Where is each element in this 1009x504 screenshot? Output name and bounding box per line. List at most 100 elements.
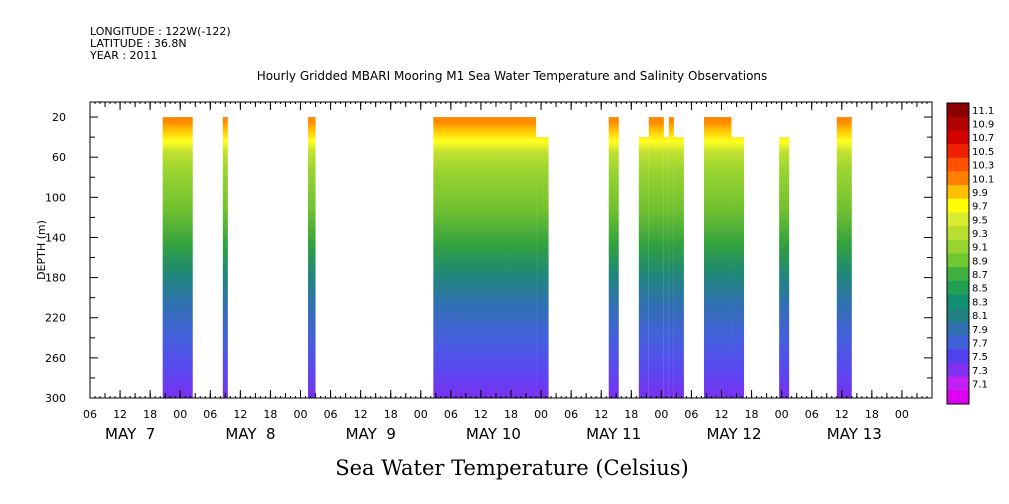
- colorbar-label: 9.9: [972, 188, 988, 199]
- x-tick-label: 00: [173, 408, 187, 421]
- x-tick-label: 18: [504, 408, 518, 421]
- y-tick-label: 220: [45, 312, 66, 325]
- colorbar-label: 8.9: [972, 256, 988, 267]
- x-tick-label: 12: [715, 408, 729, 421]
- x-day-label: MAY 8: [225, 425, 275, 443]
- colorbar-swatch: [947, 308, 969, 323]
- data-column-12: [731, 137, 745, 398]
- x-tick-label: 18: [384, 408, 398, 421]
- x-day-label: MAY 9: [346, 425, 396, 443]
- colorbar-label: 10.3: [972, 161, 994, 172]
- data-column-10: [673, 137, 684, 398]
- colorbar-swatch: [947, 267, 969, 282]
- longitude-label: LONGITUDE : 122W(-122): [90, 25, 231, 38]
- colorbar-label: 7.3: [972, 366, 988, 377]
- x-tick-label: 12: [835, 408, 849, 421]
- colorbar-swatch: [947, 171, 969, 186]
- colorbar-label: 7.5: [972, 352, 988, 363]
- y-tick-label: 260: [45, 352, 66, 365]
- x-tick-label: 06: [324, 408, 338, 421]
- x-tick-label: 06: [203, 408, 217, 421]
- data-column-8: [663, 137, 669, 398]
- x-tick-label: 18: [624, 408, 638, 421]
- colorbar-label: 9.3: [972, 229, 988, 240]
- data-column-11: [703, 117, 732, 399]
- x-tick-label: 00: [534, 408, 548, 421]
- x-tick-label: 18: [143, 408, 157, 421]
- colorbar-label: 9.7: [972, 202, 988, 213]
- colorbar-swatch: [947, 349, 969, 364]
- colorbar-label: 8.3: [972, 297, 988, 308]
- colorbar-label: 8.7: [972, 270, 988, 281]
- colorbar-label: 10.7: [972, 133, 994, 144]
- colorbar-label: 10.1: [972, 174, 994, 185]
- colorbar-swatch: [947, 335, 969, 350]
- x-tick-label: 06: [805, 408, 819, 421]
- colorbar-label: 8.1: [972, 311, 988, 322]
- y-tick-label: 60: [52, 151, 66, 164]
- y-tick-label: 20: [52, 111, 66, 124]
- colorbar-label: 9.5: [972, 215, 988, 226]
- x-tick-label: 00: [775, 408, 789, 421]
- colorbar-swatch: [947, 157, 969, 172]
- data-column-0: [162, 117, 193, 399]
- x-tick-label: 06: [684, 408, 698, 421]
- latitude-label: LATITUDE : 36.8N: [90, 37, 187, 50]
- colorbar-label: 10.9: [972, 120, 994, 131]
- x-axis-label: Sea Water Temperature (Celsius): [335, 456, 689, 480]
- x-tick-label: 00: [654, 408, 668, 421]
- colorbar-swatch: [947, 376, 969, 391]
- data-column-2: [308, 117, 316, 399]
- colorbar-swatch: [947, 226, 969, 241]
- colorbar-label: 7.1: [972, 379, 988, 390]
- colorbar-swatch: [947, 103, 969, 118]
- x-tick-label: 06: [83, 408, 97, 421]
- colorbar-swatch: [947, 390, 969, 405]
- colorbar: 11.1 10.9 10.7 10.5 10.3 10.1 9.9 9.7 9.5 9.3 9.1 8…: [946, 102, 994, 405]
- y-axis-label: DEPTH (m): [35, 220, 48, 280]
- y-tick-label: 100: [45, 191, 66, 204]
- data-column-13: [779, 137, 790, 398]
- data-column-6: [638, 137, 649, 398]
- data-column-7: [648, 117, 664, 399]
- x-tick-label: 00: [895, 408, 909, 421]
- colorbar-label: 10.5: [972, 147, 994, 158]
- x-day-label: MAY 12: [706, 425, 761, 443]
- y-tick-label: 300: [45, 392, 66, 405]
- colorbar-frame: [946, 102, 970, 405]
- colorbar-swatch: [947, 144, 969, 159]
- plot-area: [162, 117, 852, 399]
- y-tick-label: 140: [45, 231, 66, 244]
- colorbar-label: 9.1: [972, 243, 988, 254]
- colorbar-swatch: [947, 280, 969, 296]
- colorbar-swatch: [947, 239, 969, 254]
- colorbar-swatch: [947, 294, 969, 309]
- x-day-label: MAY 11: [586, 425, 641, 443]
- x-tick-label: 12: [354, 408, 368, 421]
- colorbar-label: 11.1: [972, 106, 994, 117]
- x-tick-label: 06: [564, 408, 578, 421]
- colorbar-label: 8.5: [972, 284, 988, 295]
- x-day-label: MAY 10: [466, 425, 521, 443]
- x-tick-label: 12: [474, 408, 488, 421]
- y-axis: 20 60 100 140 180 220 260 300: [45, 111, 932, 405]
- x-tick-label: 12: [113, 408, 127, 421]
- colorbar-swatch: [947, 198, 969, 213]
- colorbar-swatch: [947, 185, 969, 200]
- colorbar-swatch: [947, 212, 969, 227]
- colorbar-label: 7.7: [972, 338, 988, 349]
- x-tick-label: 12: [594, 408, 608, 421]
- colorbar-swatch: [947, 362, 969, 378]
- data-column-5: [608, 117, 619, 399]
- colorbar-label: 7.9: [972, 325, 988, 336]
- year-label: YEAR : 2011: [89, 49, 158, 62]
- colorbar-swatch: [947, 253, 969, 268]
- x-axis: 06 12 18 00 06 12 18 00 06 12 18 00 06 12 18 00 06 12 18 00…: [83, 102, 933, 443]
- x-day-label: MAY 13: [827, 425, 882, 443]
- colorbar-swatch: [947, 321, 969, 337]
- x-tick-label: 12: [233, 408, 247, 421]
- x-tick-label: 00: [294, 408, 308, 421]
- x-day-label: MAY 7: [105, 425, 155, 443]
- y-tick-label: 180: [45, 272, 66, 285]
